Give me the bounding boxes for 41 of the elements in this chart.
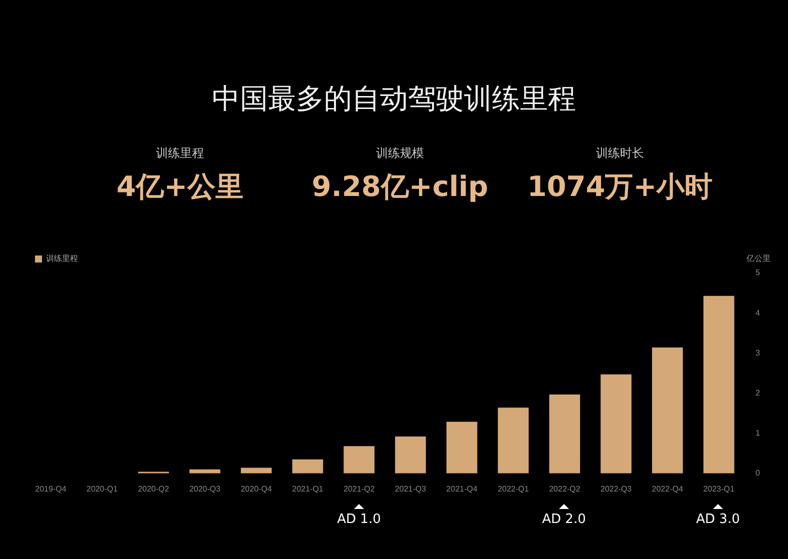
chart-title: 中国最多的自动驾驶训练里程 [211, 81, 577, 117]
x-tick-label: 2022-Q2 [549, 484, 581, 494]
x-tick-label: 2020-Q4 [240, 484, 272, 494]
y-tick-label: 4 [756, 308, 761, 318]
text: 训练规模 [375, 145, 425, 162]
text: AD 2.0 [541, 512, 587, 527]
bar [600, 374, 632, 474]
text: 1074万+小时 [526, 169, 714, 205]
bar [344, 446, 374, 474]
text: 4亿+公里 [116, 169, 244, 205]
y-axis-title: 亿公里 [746, 254, 771, 264]
x-tick-label: 2023-Q1 [703, 484, 735, 494]
x-tick-label: 2022-Q3 [600, 484, 632, 494]
legend-label: 训练里程 [46, 254, 78, 264]
bar [395, 436, 426, 474]
bar [292, 459, 324, 474]
y-tick-label: 2 [756, 388, 761, 398]
x-tick-label: 2022-Q1 [498, 484, 530, 494]
bar [446, 422, 478, 474]
bar [498, 408, 529, 474]
x-tick-label: 2021-Q4 [446, 484, 478, 494]
x-tick-label: 2019-Q4 [35, 484, 67, 494]
x-tick-label: 2022-Q4 [652, 484, 684, 494]
bar [703, 296, 734, 474]
y-tick-label: 0 [756, 468, 761, 478]
x-tick-label: 2020-Q3 [189, 484, 221, 494]
text: AD 1.0 [336, 512, 382, 527]
y-tick-label: 1 [756, 428, 761, 438]
x-tick-label: 2020-Q1 [86, 484, 118, 494]
x-tick-label: 2020-Q2 [138, 484, 170, 494]
text: 9.28亿+clip [310, 169, 490, 205]
text: 训练时长 [595, 145, 645, 162]
x-tick-label: 2021-Q2 [344, 484, 376, 494]
x-tick-label: 2021-Q3 [394, 484, 427, 494]
y-tick-label: 3 [756, 348, 761, 358]
bar [652, 348, 683, 474]
text: 训练里程 [155, 145, 205, 162]
y-tick-label: 5 [756, 268, 761, 278]
x-tick-label: 2021-Q1 [292, 484, 324, 494]
text: AD 3.0 [695, 512, 741, 527]
bar [549, 394, 580, 474]
